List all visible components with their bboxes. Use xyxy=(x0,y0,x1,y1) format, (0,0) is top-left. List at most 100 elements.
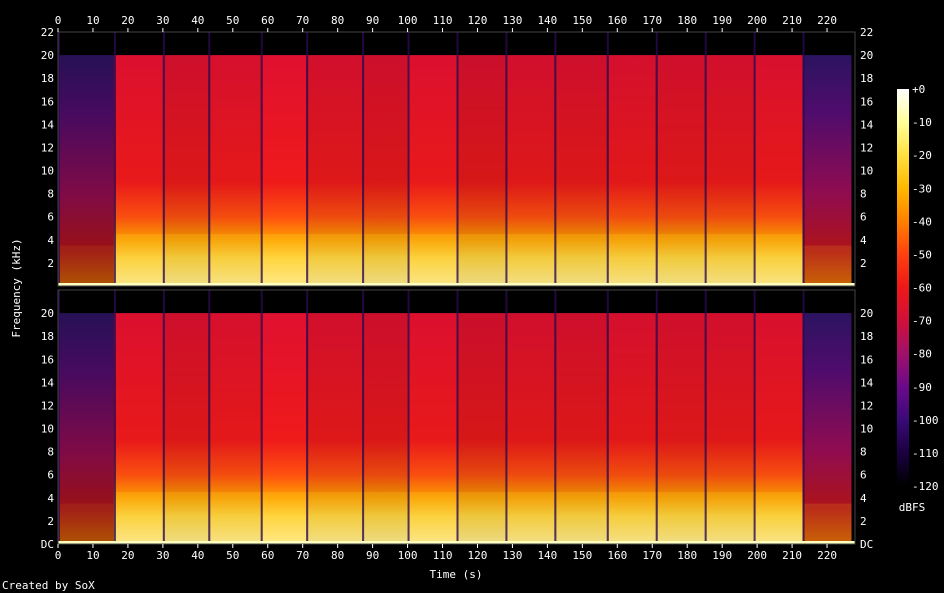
y-tick-label-left: 18 xyxy=(41,72,54,85)
x-tick-label-top: 10 xyxy=(86,14,99,27)
segment-lowband xyxy=(208,492,261,544)
channel-1 xyxy=(57,31,856,287)
segment-boundary xyxy=(407,290,410,544)
x-tick-label-bottom: 110 xyxy=(433,549,453,562)
segment-block xyxy=(407,55,457,286)
segment-block xyxy=(113,313,163,544)
segment-lowband xyxy=(58,245,114,286)
x-tick-label-top: 210 xyxy=(782,14,802,27)
segment-block xyxy=(753,55,803,286)
y-tick-label-right: 14 xyxy=(860,118,874,131)
segment-block xyxy=(208,55,261,286)
segment-boundary xyxy=(208,32,211,286)
x-tick-label-top: 100 xyxy=(398,14,418,27)
segment-boundary xyxy=(260,290,263,544)
x-tick-label-top: 70 xyxy=(296,14,309,27)
x-axis-bottom: 0 10 20 30 40 50 60 70 80 90 100 110 120 130 140 150 160… xyxy=(55,544,837,562)
segment-lowband xyxy=(456,234,506,286)
x-tick-label-bottom: 160 xyxy=(607,549,627,562)
segment-lowband xyxy=(306,234,363,286)
segment-boundary xyxy=(162,32,165,286)
segment-lowband xyxy=(655,492,705,544)
y-tick-label-right: 12 xyxy=(860,141,873,154)
segment-boundary xyxy=(753,290,756,544)
segment-lowband xyxy=(113,492,163,544)
segment-boundary xyxy=(113,32,116,286)
segment-lowband xyxy=(704,234,754,286)
segment-block xyxy=(58,313,114,544)
segment-lowband xyxy=(606,234,656,286)
y-tick-label-right: 12 xyxy=(860,399,873,412)
segment-lowband xyxy=(606,492,656,544)
y-tick-label-left: 18 xyxy=(41,330,54,343)
segment-boundary xyxy=(362,32,365,286)
segment-block xyxy=(606,55,656,286)
segment-block xyxy=(306,313,363,544)
x-tick-label-top: 140 xyxy=(537,14,557,27)
segment-block xyxy=(802,55,852,286)
y-tick-label-right: 8 xyxy=(860,188,867,201)
colorbar-tick-label: -60 xyxy=(912,282,932,295)
x-tick-label-top: 80 xyxy=(331,14,344,27)
spectrogram-channels xyxy=(57,31,856,545)
x-tick-label-bottom: 30 xyxy=(156,549,169,562)
colorbar: +0 -10 -20 -30 -40 -50 -60 -70 -80 -90 -100 -110 -12… xyxy=(897,83,939,493)
x-tick-label-bottom: 190 xyxy=(712,549,732,562)
segment-block xyxy=(606,313,656,544)
segment-block xyxy=(113,55,163,286)
y-tick-label-right: 18 xyxy=(860,330,873,343)
x-tick-label-bottom: 40 xyxy=(191,549,204,562)
segment-boundary xyxy=(655,32,658,286)
x-tick-label-bottom: 150 xyxy=(572,549,592,562)
y-tick-label-left: 6 xyxy=(47,211,54,224)
y-tick-label-left: 14 xyxy=(41,376,55,389)
segment-boundary xyxy=(554,32,557,286)
segment-boundary xyxy=(456,32,459,286)
segment-block xyxy=(362,313,408,544)
segment-block xyxy=(505,313,555,544)
segment-block xyxy=(655,313,705,544)
y-axis-label: Frequency (kHz) xyxy=(10,238,23,337)
segment-block xyxy=(505,55,555,286)
y-tick-label-right: 6 xyxy=(860,469,867,482)
y-tick-label-right: 2 xyxy=(860,257,867,270)
y-tick-label-left: DC xyxy=(41,538,54,551)
segment-block xyxy=(306,55,363,286)
segment-lowband xyxy=(505,492,555,544)
segment-lowband xyxy=(362,234,408,286)
x-tick-label-top: 50 xyxy=(226,14,239,27)
x-tick-label-bottom: 80 xyxy=(331,549,344,562)
segment-boundary xyxy=(606,290,609,544)
x-tick-label-bottom: 50 xyxy=(226,549,239,562)
segment-lowband xyxy=(162,234,209,286)
channel-frame xyxy=(57,289,856,545)
segment-boundary xyxy=(162,290,165,544)
channel-dc-band xyxy=(58,541,855,544)
x-tick-label-bottom: 60 xyxy=(261,549,274,562)
y-tick-label-left: 4 xyxy=(47,234,54,247)
segment-lowband xyxy=(704,492,754,544)
segment-lowband xyxy=(554,234,607,286)
y-tick-label-right: 6 xyxy=(860,211,867,224)
segment-lowband xyxy=(208,234,261,286)
x-tick-label-bottom: 200 xyxy=(747,549,767,562)
segment-boundary xyxy=(802,290,805,544)
x-tick-label-top: 0 xyxy=(55,14,62,27)
y-tick-label-right: 20 xyxy=(860,307,873,320)
segment-boundary xyxy=(260,32,263,286)
segment-boundary xyxy=(113,290,116,544)
x-tick-label-bottom: 180 xyxy=(677,549,697,562)
segment-boundary xyxy=(505,32,508,286)
y-tick-label-left: 10 xyxy=(41,423,54,436)
segment-lowband xyxy=(802,503,852,544)
x-tick-label-bottom: 70 xyxy=(296,549,309,562)
x-tick-label-bottom: 90 xyxy=(366,549,379,562)
y-tick-label-left: 2 xyxy=(47,515,54,528)
x-tick-label-bottom: 170 xyxy=(642,549,662,562)
segment-boundary xyxy=(802,32,805,286)
y-tick-label-right: 4 xyxy=(860,492,867,505)
y-tick-label-right: 14 xyxy=(860,376,874,389)
